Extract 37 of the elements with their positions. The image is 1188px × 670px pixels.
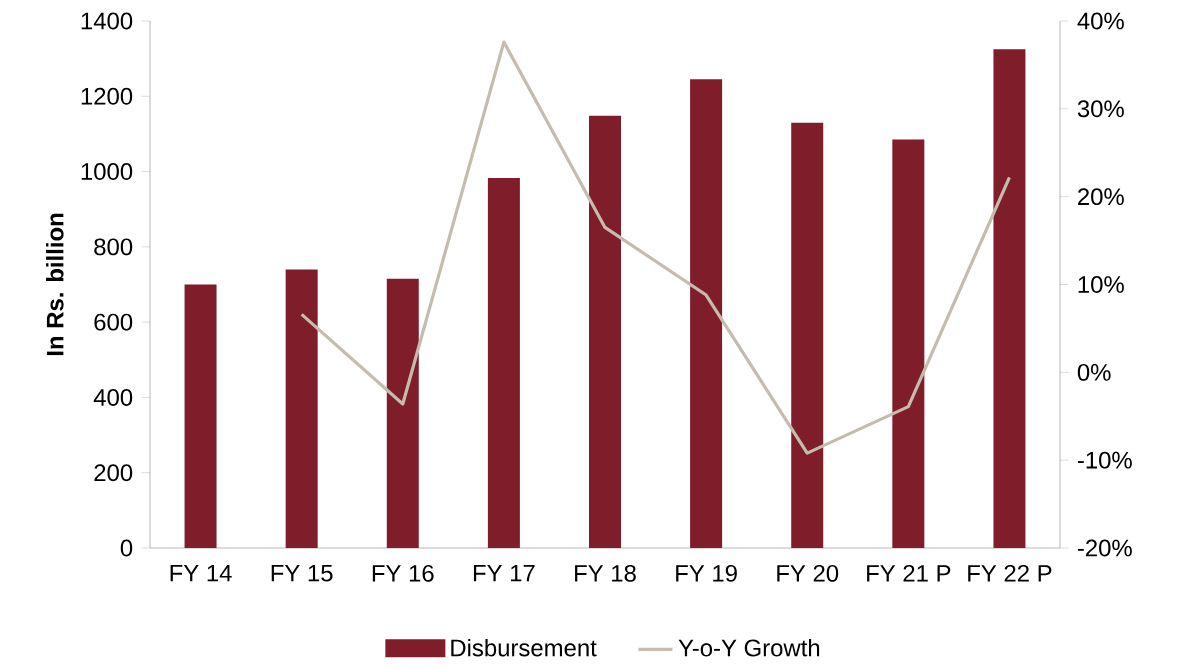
bar: [690, 79, 723, 548]
x-tick-label: FY 22 P: [968, 564, 1052, 582]
bar: [386, 278, 419, 548]
y-tick-label: 200: [94, 464, 133, 482]
y2-tick-label: 0%: [1077, 363, 1111, 381]
bar: [589, 115, 621, 548]
x-tick-label: FY 20: [777, 564, 839, 582]
y-tick-label: 1200: [81, 87, 133, 105]
legend-label: Y-o-Y Growth: [678, 638, 820, 657]
x-tick-label: FY 19: [676, 564, 737, 582]
x-tick-label: FY 16: [372, 564, 434, 582]
y-tick-label: 400: [93, 388, 133, 406]
line-series: [300, 40, 1012, 455]
y-tick-label: 1000: [81, 163, 133, 181]
y-tick-label: 600: [94, 313, 133, 331]
bar: [487, 177, 520, 548]
y-axis-title: In Rs. billion: [46, 213, 64, 356]
x-tick-label: FY 21 P: [867, 564, 951, 582]
x-tick-label: FY 17: [473, 564, 535, 582]
x-tick-label: FY 18: [575, 564, 636, 582]
y2-tick-label: 30%: [1077, 100, 1124, 118]
y-tick-label: 800: [94, 238, 133, 256]
legend-label: Disbursement: [451, 638, 597, 657]
bar: [892, 139, 925, 548]
bar: [993, 49, 1026, 548]
x-tick-label: FY 15: [271, 564, 333, 582]
y2-tick-label: 20%: [1078, 188, 1124, 206]
y2-tick-label: 40%: [1077, 12, 1124, 30]
bar: [791, 122, 824, 548]
bar: [184, 284, 217, 548]
y-tick-label: 0: [120, 539, 133, 557]
bar: [285, 269, 318, 548]
y2-tick-label: -20%: [1077, 539, 1132, 557]
y2-tick-label: -10%: [1077, 451, 1132, 469]
x-tick-label: FY 14: [170, 564, 232, 582]
y2-tick-label: 10%: [1078, 276, 1124, 293]
y-tick-label: 1400: [81, 12, 133, 30]
